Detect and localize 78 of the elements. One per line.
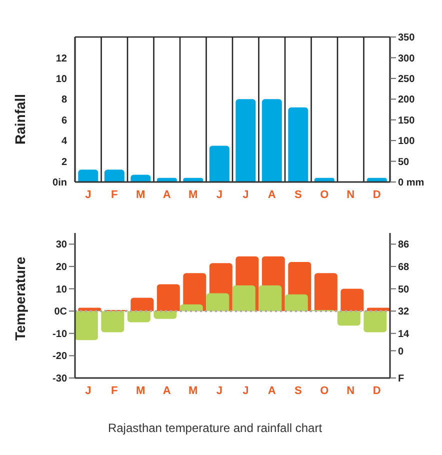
bar: [284, 294, 308, 312]
bar: [236, 99, 256, 182]
bar: [74, 311, 98, 340]
x-tick-label: M: [136, 188, 146, 201]
y2-tick-label: 100: [398, 136, 416, 148]
x-tick-label: N: [346, 188, 355, 201]
x-tick-label: O: [320, 188, 330, 201]
bar: [154, 311, 177, 319]
y-tick-label: -10: [52, 328, 68, 340]
x-tick-label: J: [85, 384, 92, 397]
bar: [78, 170, 98, 182]
bar: [340, 288, 364, 312]
y-tick-label: 30: [56, 240, 68, 251]
x-tick-label: J: [216, 384, 222, 397]
y-axis-title: Rainfall: [12, 94, 28, 144]
y2-tick-label: 68: [398, 262, 410, 274]
y2-tick-label: 50: [398, 284, 410, 296]
bar: [130, 298, 154, 312]
bar: [180, 304, 203, 312]
bar: [314, 273, 338, 312]
y2-tick-label: 300: [398, 53, 416, 64]
y-tick-label: 6: [61, 115, 68, 126]
y2-tick-label: 150: [398, 115, 416, 126]
y-tick-label: 10: [56, 74, 68, 85]
y2-tick-label: 86: [398, 240, 410, 251]
y-tick-label: -20: [52, 351, 68, 362]
bar: [104, 170, 124, 182]
bar: [232, 285, 256, 312]
x-tick-label: D: [372, 188, 381, 201]
x-tick-label: N: [346, 384, 355, 397]
bar: [130, 174, 151, 182]
x-tick-label: D: [372, 384, 381, 397]
y-tick-label: 8: [61, 94, 68, 106]
y2-tick-label: 200: [398, 94, 416, 106]
text: Rajasthan temperature and rainfall chart: [106, 421, 324, 435]
y2-tick-label: F: [398, 374, 404, 385]
y-axis-title: Temperature: [12, 256, 28, 340]
y2-tick-label: 0: [398, 346, 404, 358]
x-tick-label: O: [320, 384, 330, 397]
bar: [206, 293, 230, 312]
bar: [101, 311, 124, 332]
x-tick-label: A: [162, 188, 171, 201]
x-tick-label: A: [268, 384, 276, 397]
x-tick-label: J: [242, 384, 249, 397]
y-tick-label: 10: [56, 284, 68, 296]
x-tick-label: J: [216, 188, 222, 201]
bar: [288, 107, 308, 182]
x-tick-label: M: [188, 384, 198, 397]
bar: [258, 285, 282, 312]
y-tick-label: 4: [61, 136, 68, 148]
y-tick-label: -30: [52, 374, 68, 385]
x-tick-label: A: [268, 188, 276, 201]
y-tick-label: 2: [61, 156, 68, 168]
y2-tick-label: 14: [398, 328, 410, 340]
x-tick-label: A: [162, 384, 171, 397]
bar: [156, 284, 180, 312]
y2-tick-label: 50: [398, 156, 410, 168]
x-tick-label: F: [111, 188, 118, 201]
bar: [209, 146, 230, 182]
x-tick-label: F: [111, 384, 118, 397]
x-tick-label: J: [242, 188, 249, 201]
bar: [127, 311, 150, 322]
y2-tick-label: 350: [398, 32, 416, 44]
x-tick-label: J: [85, 188, 92, 201]
x-tick-label: M: [136, 384, 146, 397]
bar: [337, 311, 360, 326]
x-tick-label: S: [294, 188, 302, 201]
y-tick-label: 0C: [54, 306, 67, 318]
y2-tick-label: 0 mm: [398, 178, 424, 189]
x-tick-label: S: [294, 384, 302, 397]
y2-tick-label: 32: [398, 306, 410, 318]
y-tick-label: 0in: [52, 178, 67, 189]
y-tick-label: 12: [56, 53, 68, 64]
y2-tick-label: 250: [398, 74, 416, 85]
x-tick-label: M: [188, 188, 198, 201]
bar: [262, 99, 282, 182]
bar: [364, 311, 387, 332]
y-tick-label: 20: [56, 262, 68, 274]
